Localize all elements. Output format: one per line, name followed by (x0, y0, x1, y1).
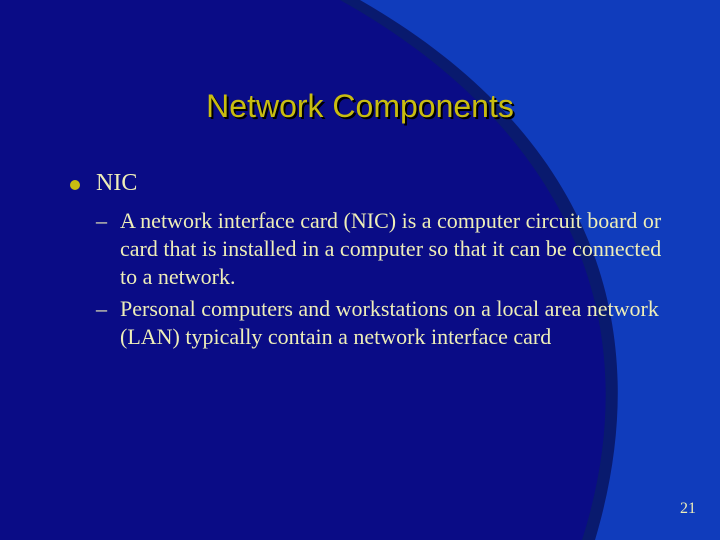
sub-item: – A network interface card (NIC) is a co… (96, 207, 680, 291)
dash-icon: – (96, 295, 107, 323)
bullet-icon (70, 180, 80, 190)
dash-icon: – (96, 207, 107, 235)
sub-text: A network interface card (NIC) is a comp… (120, 208, 661, 289)
slide-title: Network Components (206, 88, 514, 124)
topic-text: NIC (96, 170, 137, 196)
page-number: 21 (680, 500, 696, 518)
topic-item: NIC (70, 170, 680, 197)
sub-item: – Personal computers and workstations on… (96, 295, 680, 351)
sub-text: Personal computers and workstations on a… (120, 296, 659, 349)
slide-title-wrap: Network Components Network Components (0, 88, 720, 125)
content-area: NIC – A network interface card (NIC) is … (70, 170, 680, 355)
slide: Network Components Network Components NI… (0, 0, 720, 540)
